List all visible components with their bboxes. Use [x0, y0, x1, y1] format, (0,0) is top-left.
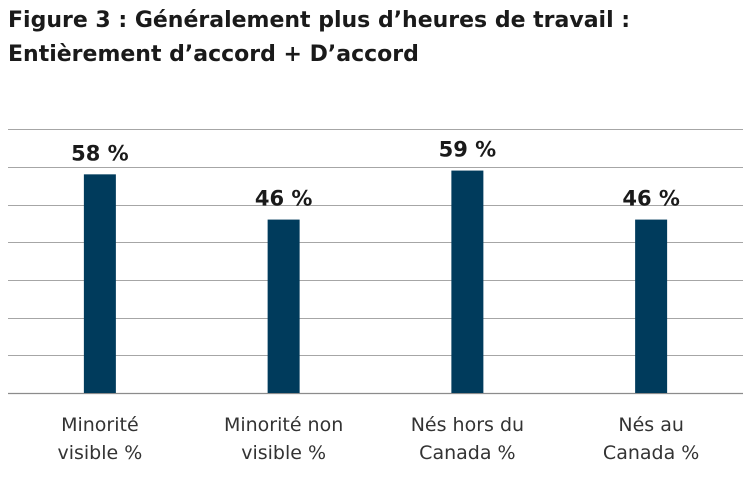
category-label: visible % — [57, 442, 142, 464]
category-label: Canada % — [419, 442, 515, 464]
bar — [267, 219, 300, 393]
bar — [83, 174, 116, 393]
chart-title: Figure 3 : Généralement plus d’heures de… — [8, 4, 743, 72]
data-label: 46 % — [255, 187, 313, 211]
category-labels: Minorité visible % Minorité non visible % Né… — [57, 414, 699, 464]
category-label: visible % — [241, 442, 326, 464]
bar — [451, 170, 484, 393]
category-label: Minorité — [61, 414, 139, 436]
chart-title-line-1: Figure 3 : Généralement plus d’heures de… — [8, 8, 631, 33]
data-labels: 58 % 46 % 59 % 46 % — [71, 138, 680, 211]
category-label: Nés hors du — [411, 414, 524, 436]
category-label: Minorité non — [224, 414, 343, 436]
gridlines — [8, 129, 743, 395]
data-label: 46 % — [622, 187, 680, 211]
category-label: Canada % — [603, 442, 699, 464]
bars — [83, 170, 668, 393]
category-label: Nés au — [618, 414, 684, 436]
bar — [635, 219, 668, 393]
chart-title-line-2: Entièrement d’accord + D’accord — [8, 42, 419, 67]
data-label: 59 % — [439, 138, 497, 162]
data-label: 58 % — [71, 141, 129, 165]
